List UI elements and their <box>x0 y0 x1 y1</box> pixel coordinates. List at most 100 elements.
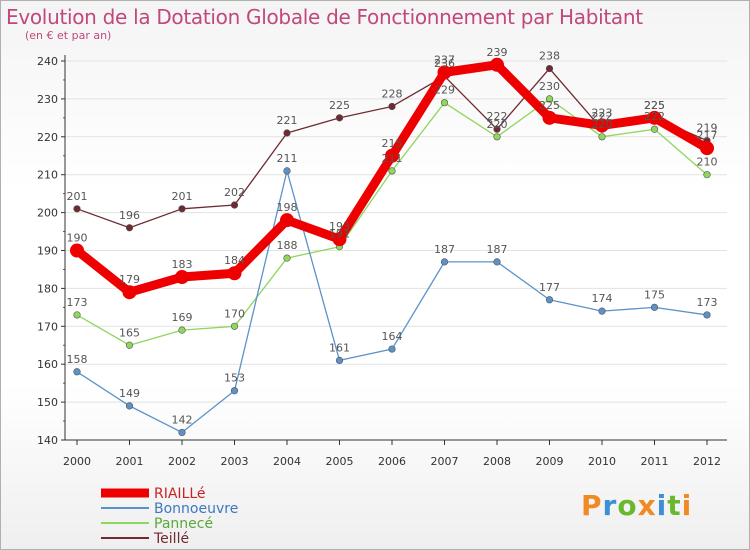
data-label-layer: 190 179 183 184 198 193 215 237 239 225 223 225 217 1… <box>67 46 718 427</box>
x-tick-label: 2005 <box>326 455 354 468</box>
data-point <box>388 102 396 111</box>
y-tick-label: 160 <box>37 358 58 371</box>
data-point <box>385 148 399 163</box>
data-point <box>703 171 711 179</box>
data-point <box>703 311 711 319</box>
data-label: 153 <box>224 372 245 385</box>
x-tick-label: 2004 <box>273 455 301 468</box>
data-point <box>493 258 501 266</box>
y-tick-label: 240 <box>37 55 58 68</box>
data-point <box>125 402 134 410</box>
y-tick-label: 150 <box>37 396 58 409</box>
data-label: 190 <box>67 232 88 245</box>
data-point <box>125 224 134 232</box>
data-point <box>73 368 81 376</box>
data-point <box>178 326 186 334</box>
data-label: 173 <box>67 296 88 309</box>
data-point <box>230 322 239 330</box>
data-point <box>545 64 554 73</box>
data-label: 221 <box>277 114 298 127</box>
data-label: 198 <box>277 201 298 214</box>
data-point <box>388 167 396 175</box>
x-tick-label: 2002 <box>168 455 196 468</box>
data-point <box>73 311 81 319</box>
data-label: 225 <box>644 99 665 112</box>
y-tick-label: 190 <box>37 245 58 258</box>
data-point <box>335 114 344 122</box>
data-label: 211 <box>382 152 403 165</box>
x-tick-label: 2009 <box>536 455 564 468</box>
brand-logo: Proxiti <box>581 489 692 522</box>
data-label: 142 <box>172 413 193 426</box>
data-label: 173 <box>697 296 718 309</box>
axis-layer: 140 150 160 170 180 190 200 210 220 230 240 2000 200… <box>37 55 727 468</box>
x-tick-label: 2008 <box>483 455 511 468</box>
data-label: 188 <box>277 239 298 252</box>
data-label: 215 <box>382 137 403 150</box>
data-point <box>178 428 186 437</box>
data-label: 238 <box>539 50 560 63</box>
data-label: 177 <box>539 281 560 294</box>
brand-letter: o <box>617 489 638 522</box>
data-label: 202 <box>224 186 245 199</box>
brand-letter: r <box>602 489 618 522</box>
series-line-1 <box>76 170 708 434</box>
brand-letter: t <box>667 489 682 522</box>
data-point <box>283 167 291 175</box>
data-point <box>230 387 239 395</box>
data-point <box>280 213 294 228</box>
data-point <box>545 95 554 103</box>
data-label: 220 <box>487 118 508 131</box>
data-point <box>73 205 81 213</box>
y-tick-label: 210 <box>37 169 58 182</box>
data-label: 164 <box>382 330 403 343</box>
data-point <box>335 356 344 365</box>
data-point <box>493 133 501 141</box>
data-point <box>178 205 186 213</box>
data-point <box>230 201 239 209</box>
data-label: 191 <box>329 228 350 241</box>
chart-title: Evolution de la Dotation Globale de Fonc… <box>6 5 643 29</box>
y-tick-label: 180 <box>37 282 58 295</box>
data-point <box>598 307 606 315</box>
data-label: 229 <box>434 84 455 97</box>
data-label: 220 <box>592 118 613 131</box>
x-tick-label: 2012 <box>693 455 721 468</box>
data-label: 179 <box>119 273 140 286</box>
data-point <box>545 296 554 304</box>
data-point <box>647 110 662 125</box>
data-point <box>490 57 504 72</box>
data-label: 187 <box>487 243 508 256</box>
y-tick-label: 170 <box>37 320 58 333</box>
data-label: 174 <box>592 292 613 305</box>
x-tick-label: 2000 <box>63 455 91 468</box>
data-point <box>440 99 449 107</box>
y-tick-label: 220 <box>37 131 58 144</box>
data-point <box>650 125 659 133</box>
data-label: 201 <box>67 190 88 203</box>
y-tick-label: 230 <box>37 93 58 106</box>
data-label: 183 <box>172 258 193 271</box>
x-tick-label: 2001 <box>116 455 144 468</box>
x-tick-label: 2003 <box>221 455 249 468</box>
data-label: 219 <box>697 122 718 135</box>
brand-letter: P <box>581 489 603 522</box>
data-label: 158 <box>67 353 88 366</box>
data-label: 161 <box>329 341 350 354</box>
data-label: 228 <box>382 87 403 100</box>
data-point <box>595 118 609 133</box>
data-point <box>493 125 501 133</box>
data-point <box>388 345 396 353</box>
data-label: 230 <box>539 80 560 93</box>
data-point <box>122 285 137 300</box>
data-point <box>227 266 242 281</box>
data-point <box>650 303 659 311</box>
data-label: 169 <box>172 311 193 324</box>
data-point <box>332 232 347 247</box>
legend-label: Pannecé <box>154 516 213 532</box>
data-point <box>283 129 291 137</box>
data-label: 223 <box>592 106 613 119</box>
data-label: 184 <box>224 254 245 267</box>
